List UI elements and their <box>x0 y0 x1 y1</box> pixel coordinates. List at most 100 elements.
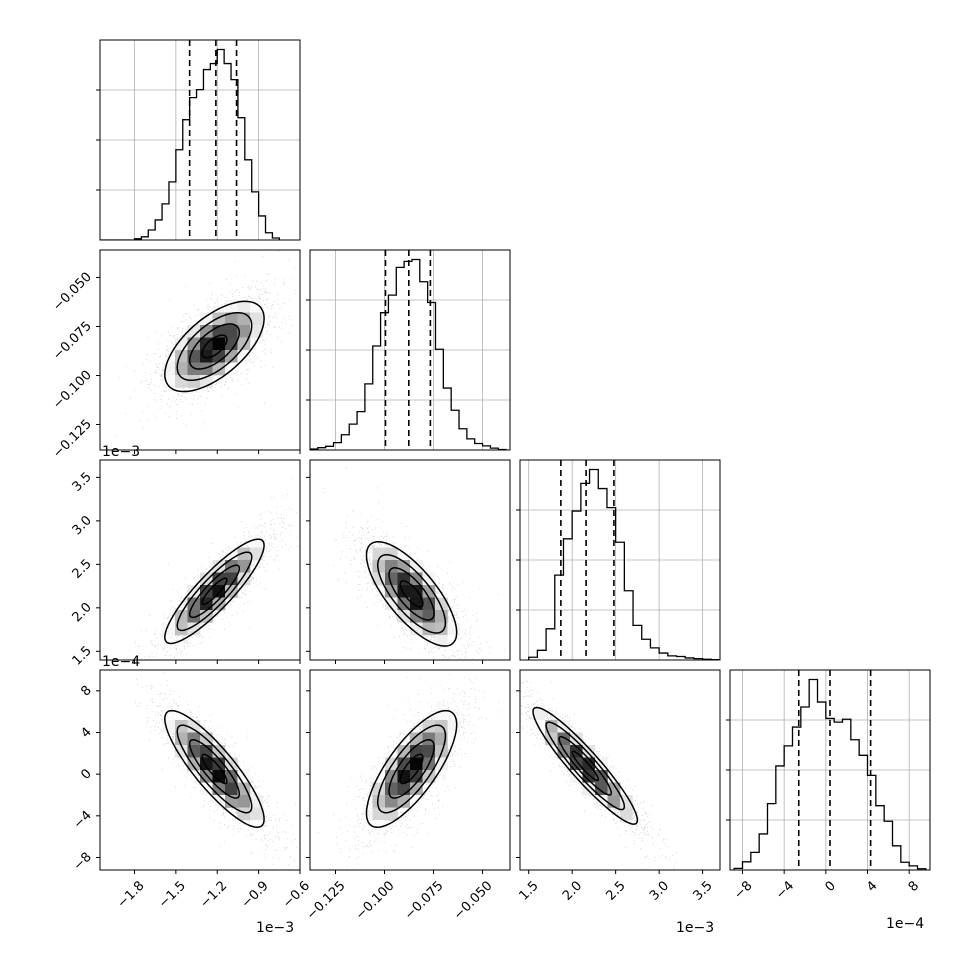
x-tick-label: 2.5 <box>603 878 628 903</box>
pair-panel-0-3 <box>96 669 301 874</box>
density-cell <box>595 795 608 808</box>
x-tick-label: 8 <box>906 878 922 894</box>
y-tick-label: 3.0 <box>70 513 95 538</box>
contour-level-2 <box>545 721 626 811</box>
pair-panel-0-1 <box>96 249 301 454</box>
panel-frame <box>99 459 301 661</box>
x-tick-label: 1.5 <box>517 878 542 903</box>
density-cell <box>620 795 633 808</box>
x-tick-label: −0.075 <box>402 878 447 923</box>
pair-panel-0-2 <box>96 459 301 664</box>
density-cell <box>237 300 251 313</box>
y-offset-text: 1e−3 <box>102 444 140 460</box>
density-cell <box>175 720 188 733</box>
density-cell <box>250 820 263 833</box>
density-cell <box>212 795 226 808</box>
density-cell <box>410 560 423 573</box>
x-tick-label: −4 <box>773 878 797 902</box>
diag-panel-2 <box>516 459 721 661</box>
contour-level-3 <box>365 541 458 647</box>
density-cell <box>372 795 386 808</box>
histogram-2 <box>528 468 720 660</box>
x-tick-label: −8 <box>731 878 755 902</box>
contour-level-2 <box>176 551 253 632</box>
density-cell <box>397 795 411 808</box>
density-cell <box>372 820 386 833</box>
density-cell <box>372 807 386 821</box>
density-cell <box>237 807 251 821</box>
y-tick-label: 1.5 <box>70 644 95 669</box>
contour-level-3 <box>532 706 639 825</box>
density-cell <box>225 757 238 771</box>
contour-level-3 <box>164 538 265 645</box>
density-cell <box>200 572 213 586</box>
density-cell <box>237 325 251 338</box>
density-cell <box>200 350 213 363</box>
x-tick-label: −0.9 <box>239 878 272 911</box>
panel-frame <box>309 249 511 451</box>
scatter-points <box>317 674 500 868</box>
density-cell <box>212 770 226 783</box>
diag-panel-1 <box>306 249 511 451</box>
density-cell <box>570 757 583 771</box>
panel-frame <box>99 249 301 451</box>
density-cell <box>620 807 633 821</box>
density-cell <box>385 585 398 598</box>
contour-level-2 <box>176 724 253 814</box>
density-cell <box>410 732 423 746</box>
x-tick-label: −0.125 <box>304 878 349 923</box>
contour-level-1 <box>188 323 241 370</box>
density-cell <box>250 312 263 326</box>
x-tick-label: −0.100 <box>353 878 398 923</box>
contour-level-0 <box>571 750 600 782</box>
contour-level-0 <box>399 580 424 608</box>
density-cell <box>372 560 386 573</box>
density-cell <box>250 807 263 821</box>
density-cell <box>557 732 571 746</box>
density-cell <box>532 707 546 721</box>
x-tick-label: 3.0 <box>647 878 672 903</box>
y-tick-label: −0.100 <box>50 368 95 413</box>
density-cell <box>447 622 461 636</box>
density-cell <box>175 622 188 636</box>
histogram-0 <box>100 48 280 240</box>
density-cell <box>212 337 226 351</box>
density-cell <box>582 745 596 758</box>
x-offset-text: 1e−3 <box>256 920 294 936</box>
y-tick-label: −0.050 <box>50 270 95 315</box>
diag-panel-3 <box>726 669 931 871</box>
density-cell <box>397 585 411 598</box>
density-cell <box>250 535 263 548</box>
y-tick-label: 0 <box>78 766 94 782</box>
density-cell <box>250 795 263 808</box>
x-offset-text: 1e−3 <box>676 920 714 936</box>
y-tick-label: −8 <box>71 850 95 874</box>
density-cell <box>397 757 411 771</box>
density-cell <box>237 572 251 586</box>
x-tick-label: −0.6 <box>280 878 313 911</box>
x-tick-label: −1.8 <box>115 878 148 911</box>
density-cell <box>175 745 188 758</box>
panel-frame <box>309 459 511 661</box>
density-cell <box>435 707 448 721</box>
diag-bottom-ticks <box>742 870 910 874</box>
pair-panel-1-2 <box>306 459 511 664</box>
density-cell <box>422 732 436 746</box>
density-cell <box>385 547 398 561</box>
contour-level-0 <box>201 577 228 606</box>
density-cell <box>212 597 226 611</box>
y-tick-label: 2.5 <box>70 557 95 582</box>
density-cell <box>397 745 411 758</box>
density-cell <box>162 635 176 648</box>
y-tick-label: 2.0 <box>70 600 95 625</box>
x-tick-label: −0.050 <box>451 878 496 923</box>
density-cell <box>225 782 238 796</box>
density-cell <box>212 572 226 586</box>
contour-level-3 <box>164 709 265 829</box>
density-cell <box>212 757 226 771</box>
density-cell <box>422 572 436 586</box>
density-cell <box>187 732 201 746</box>
x-tick-label: −1.5 <box>156 878 189 911</box>
contour-level-0 <box>201 753 228 785</box>
